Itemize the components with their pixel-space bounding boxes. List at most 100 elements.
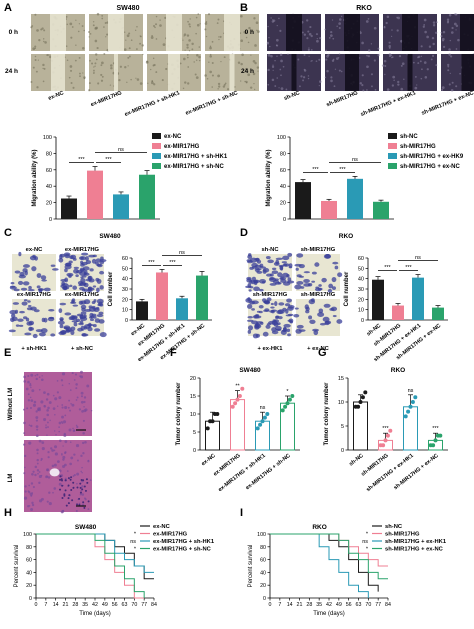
x-tick-label: 70	[131, 602, 137, 608]
panel-panelB-title: RKO	[356, 5, 372, 12]
panel-letter-f: F	[170, 347, 177, 359]
y-tick-label: 0	[193, 448, 196, 454]
wound-image-24h-1	[88, 53, 144, 92]
y-tick-label: 80	[280, 151, 286, 157]
wound-image-0h-3	[440, 13, 474, 51]
data-point	[262, 415, 267, 420]
bar	[139, 174, 155, 219]
col-label-3: sh-MIR17HG + ex-NC	[421, 90, 474, 116]
chart-F-dot: 0 5 10 15 20 Tumor colony number SW480 ex-NC ** e…	[176, 367, 300, 493]
significance-label: ***	[339, 167, 346, 173]
y-axis-label: Migration ability (%)	[266, 149, 272, 206]
significance-label: ***	[382, 426, 389, 432]
wound-image-24h-2	[145, 53, 201, 91]
panel-letter-g: G	[318, 347, 327, 359]
y-tick-label: 80	[260, 545, 266, 551]
x-tick-label: 28	[72, 602, 78, 608]
image-sublabel-1: + sh-NC	[71, 346, 94, 352]
chart-title: SW480	[75, 524, 97, 531]
wound-image-24h-0	[30, 54, 86, 92]
bar	[373, 201, 389, 219]
transwell-image-1	[58, 252, 107, 293]
x-tick-label: 7	[44, 602, 47, 608]
wound-gap	[51, 54, 65, 91]
y-tick-label: 0	[29, 596, 32, 602]
legend-label: sh-MIR17HG + ex-NC	[385, 547, 444, 553]
data-point	[406, 409, 411, 414]
wound-image-24h-1	[324, 53, 380, 92]
y-tick-label: 20	[122, 297, 128, 303]
y-tick-label: 20	[190, 376, 196, 382]
y-axis-label: Tumor colony number	[176, 382, 182, 446]
transwell-image-1	[294, 253, 343, 293]
data-point	[205, 426, 210, 431]
x-tick-label: 14	[53, 602, 59, 608]
legend-label: sh-MIR17HG	[400, 144, 436, 150]
data-point	[360, 395, 365, 400]
wound-image-0h-1	[88, 12, 144, 52]
y-tick-label: 60	[26, 558, 32, 564]
legend-label: ex-NC	[164, 134, 182, 140]
y-tick-label: 10	[122, 308, 128, 314]
legend-swatch	[152, 143, 161, 149]
data-point	[383, 438, 388, 443]
y-tick-label: 40	[280, 184, 286, 190]
data-point	[235, 397, 240, 402]
y-tick-label: 20	[26, 583, 32, 589]
data-point	[408, 404, 413, 409]
data-point	[260, 419, 265, 424]
x-tick-label: 21	[63, 602, 69, 608]
data-point	[410, 400, 415, 404]
chart-title: SW480	[239, 367, 261, 374]
x-tick-label: 56	[112, 602, 118, 608]
data-point	[403, 414, 408, 419]
image-label-3: ex-MIR17HG	[65, 292, 100, 298]
y-tick-label: 30	[358, 287, 364, 293]
col-label-2: ex-MIR17HG + sh-HK1	[124, 90, 181, 118]
y-tick-label: 50	[122, 266, 128, 272]
col-label-1: ex-MIR17HG	[90, 90, 123, 108]
wound-image-24h-0	[267, 53, 322, 91]
panel-letter-b: B	[240, 2, 248, 14]
y-tick-label: 40	[260, 570, 266, 576]
bar	[87, 170, 103, 219]
x-tick-label: 35	[82, 602, 88, 608]
bar	[136, 301, 148, 320]
panel-panelD-title: RKO	[339, 233, 353, 240]
data-point	[290, 394, 295, 398]
y-axis-label: Cell number	[344, 271, 350, 306]
legend-swatch	[152, 153, 161, 159]
image-label-2: ex-MIR17HG	[17, 292, 52, 298]
y-tick-label: 50	[358, 266, 364, 272]
y-axis-label: Cell number	[108, 271, 114, 306]
x-tick-label: 63	[122, 602, 128, 608]
data-point	[280, 408, 285, 413]
wound-image-0h-0	[30, 13, 86, 51]
significance-label: ***	[148, 260, 155, 266]
image-label-3: sh-MIR17HG	[301, 292, 336, 298]
panel-letter-h: H	[4, 507, 12, 519]
data-point	[210, 419, 215, 424]
row-label-24h: 24 h	[5, 68, 18, 75]
wound-gap	[461, 54, 474, 91]
bar	[412, 277, 424, 320]
legend-label: sh-MIR17HG	[385, 532, 420, 538]
x-tick-label: 42	[326, 602, 332, 608]
panel-letter-d: D	[240, 227, 248, 239]
legend-significance: *	[366, 532, 369, 538]
image-sublabel-1: + ex-NC	[307, 346, 330, 352]
y-tick-label: 40	[26, 570, 32, 576]
x-tick-label: ex-NC	[201, 453, 217, 468]
x-tick-label: 35	[316, 602, 322, 608]
y-tick-label: 60	[46, 168, 52, 174]
survival-curve	[270, 533, 369, 598]
x-tick-label: 70	[365, 602, 371, 608]
wound-gap	[407, 54, 413, 91]
wound-image-24h-2	[381, 53, 438, 91]
data-point	[287, 397, 292, 402]
y-tick-label: 20	[358, 297, 364, 303]
data-point	[381, 443, 386, 448]
legend-label: sh-NC	[400, 134, 418, 140]
x-tick-label: 77	[141, 602, 147, 608]
significance-label: ns	[260, 405, 266, 411]
